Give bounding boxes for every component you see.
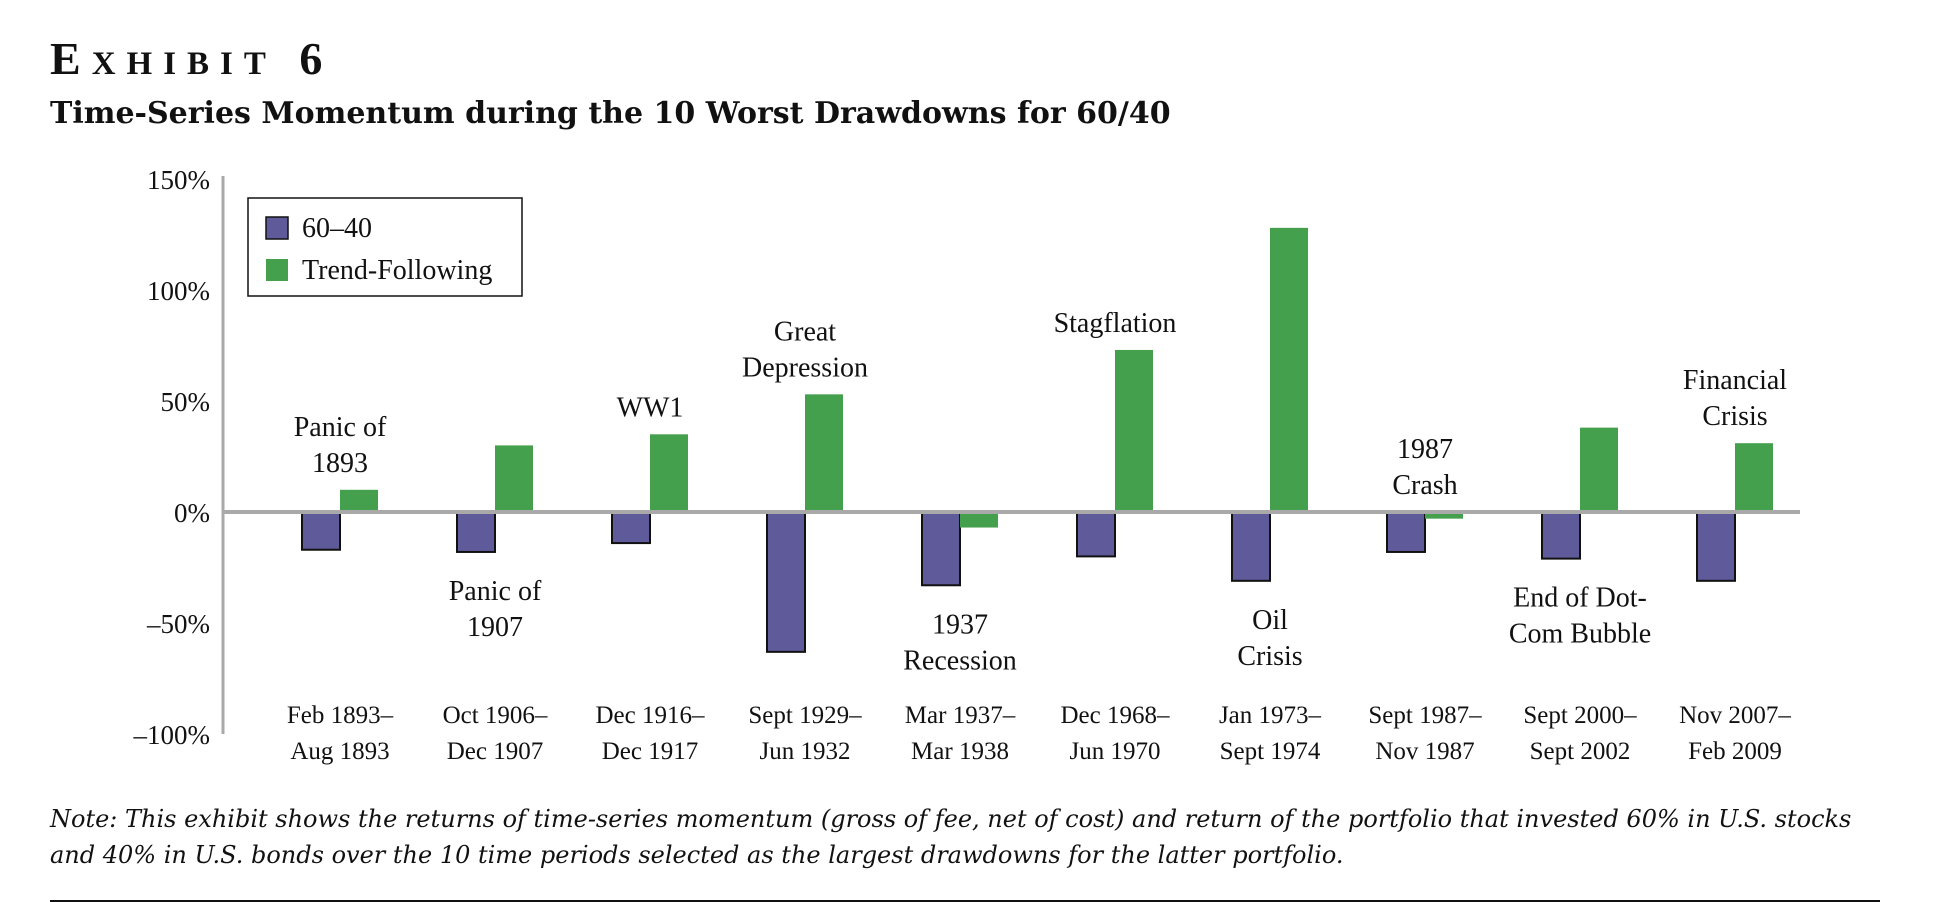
y-tick-label: –50% xyxy=(146,609,210,639)
exhibit-label: EXHIBIT 6 xyxy=(50,32,333,85)
bar-trend-following xyxy=(1580,427,1618,512)
bar-60-40 xyxy=(1696,511,1736,582)
x-tick-label: Nov 2007– xyxy=(1679,702,1791,729)
event-annotation: Com Bubble xyxy=(1509,619,1651,650)
x-tick-label: Dec 1916– xyxy=(596,702,705,729)
x-tick-label: Sept 2002 xyxy=(1530,738,1631,765)
x-tick-label: Jun 1932 xyxy=(760,738,851,765)
event-annotation: 1907 xyxy=(467,612,523,643)
bar-trend-following xyxy=(1735,443,1773,512)
x-tick-label: Nov 1987 xyxy=(1375,738,1474,765)
x-tick-label: Dec 1968– xyxy=(1061,702,1170,729)
event-annotation: 1987 xyxy=(1397,434,1453,465)
x-tick-label: Sept 1974 xyxy=(1220,738,1321,765)
y-tick-label: 50% xyxy=(161,387,211,417)
x-tick-label: Jan 1973– xyxy=(1219,702,1322,729)
event-annotation: Panic of xyxy=(449,576,542,607)
y-tick-label: –100% xyxy=(133,720,211,750)
event-annotation: Crisis xyxy=(1702,401,1767,432)
y-tick-label: 150% xyxy=(147,165,210,195)
bar-trend-following xyxy=(340,489,378,512)
bar-60-40 xyxy=(1386,511,1426,553)
event-annotation: Depression xyxy=(742,352,868,383)
event-annotation: Great xyxy=(774,316,836,347)
bar-60-40 xyxy=(301,511,341,551)
legend-swatch-trend-following xyxy=(266,259,288,281)
bar-trend-following xyxy=(960,512,998,528)
x-tick-label: Jun 1970 xyxy=(1070,738,1161,765)
bottom-rule xyxy=(50,900,1880,902)
exhibit-note: Note: This exhibit shows the returns of … xyxy=(50,805,1852,869)
x-tick-label: Dec 1907 xyxy=(447,738,544,765)
x-tick-label: Dec 1917 xyxy=(602,738,699,765)
exhibit-word: XHIBIT xyxy=(91,46,277,82)
x-tick-label: Sept 1929– xyxy=(748,702,862,729)
event-annotation: Oil xyxy=(1252,605,1288,636)
x-tick-label: Mar 1938 xyxy=(911,738,1009,765)
x-tick-label: Aug 1893 xyxy=(290,738,389,765)
exhibit-number: 6 xyxy=(299,33,334,84)
bar-60-40 xyxy=(1541,511,1581,560)
chart-title: Time-Series Momentum during the 10 Worst… xyxy=(50,96,1171,131)
legend-label: Trend-Following xyxy=(302,255,492,286)
event-annotation: Recession xyxy=(903,645,1017,676)
event-annotation: Crash xyxy=(1392,470,1457,501)
x-tick-label: Sept 1987– xyxy=(1368,702,1482,729)
y-tick-label: 100% xyxy=(147,276,210,306)
event-annotation: End of Dot- xyxy=(1513,583,1647,614)
event-annotation: WW1 xyxy=(617,392,684,423)
x-tick-label: Feb 1893– xyxy=(287,702,394,729)
bar-trend-following xyxy=(495,445,533,512)
x-tick-label: Sept 2000– xyxy=(1523,702,1637,729)
bar-chart: 150% 100% 50% 0% –50% –100% Feb 1893– Aug 1893 O… xyxy=(133,165,1800,765)
bar-60-40 xyxy=(766,511,806,653)
event-annotation: 1937 xyxy=(932,609,988,640)
bar-trend-following xyxy=(1115,349,1153,512)
bar-trend-following xyxy=(650,434,688,512)
legend-box xyxy=(247,197,523,297)
bar-60-40 xyxy=(1231,511,1271,582)
bar-trend-following xyxy=(1270,227,1308,512)
event-annotation: 1893 xyxy=(312,448,368,479)
legend-swatch-60-40 xyxy=(265,216,289,240)
exhibit-initial: E xyxy=(50,33,92,84)
bar-60-40 xyxy=(456,511,496,553)
bar-trend-following xyxy=(1425,512,1463,519)
bar-60-40 xyxy=(1076,511,1116,558)
x-tick-label: Mar 1937– xyxy=(905,702,1016,729)
event-annotation: Stagflation xyxy=(1054,308,1177,339)
event-annotation: Crisis xyxy=(1237,641,1302,672)
x-tick-label: Feb 2009 xyxy=(1688,738,1782,765)
bar-60-40 xyxy=(611,511,651,545)
event-annotation: Panic of xyxy=(294,412,387,443)
legend-label: 60–40 xyxy=(302,213,372,244)
bar-60-40 xyxy=(921,511,961,587)
x-tick-label: Oct 1906– xyxy=(443,702,548,729)
event-annotation: Financial xyxy=(1683,365,1787,396)
y-tick-label: 0% xyxy=(174,498,210,528)
bar-trend-following xyxy=(805,394,843,512)
